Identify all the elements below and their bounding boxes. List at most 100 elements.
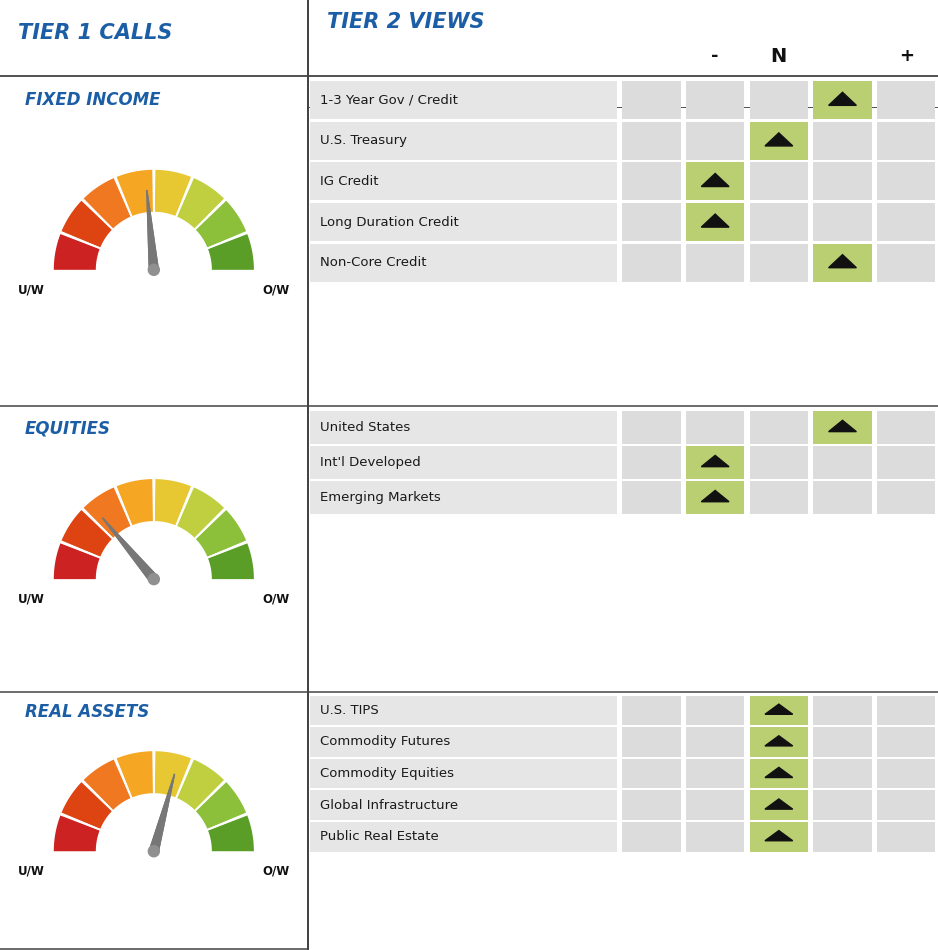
Bar bbox=[310, 759, 617, 788]
Bar bbox=[686, 410, 745, 444]
Bar bbox=[686, 243, 745, 281]
Polygon shape bbox=[177, 760, 224, 810]
Text: U/W: U/W bbox=[19, 864, 45, 878]
Bar bbox=[749, 203, 809, 241]
Bar bbox=[813, 122, 871, 160]
Text: Emerging Markets: Emerging Markets bbox=[320, 491, 441, 504]
Bar bbox=[310, 727, 617, 757]
Polygon shape bbox=[765, 799, 793, 809]
Polygon shape bbox=[102, 518, 158, 582]
Polygon shape bbox=[702, 174, 729, 186]
Polygon shape bbox=[155, 751, 191, 797]
Text: TIER 1 CALLS: TIER 1 CALLS bbox=[19, 23, 173, 43]
Polygon shape bbox=[702, 490, 729, 502]
Polygon shape bbox=[765, 768, 793, 777]
Bar bbox=[813, 82, 871, 120]
Circle shape bbox=[148, 846, 159, 857]
Bar bbox=[686, 822, 745, 851]
Bar bbox=[686, 162, 745, 200]
Polygon shape bbox=[702, 214, 729, 227]
Polygon shape bbox=[196, 510, 246, 557]
Bar bbox=[310, 695, 617, 725]
Circle shape bbox=[148, 264, 159, 276]
Bar bbox=[877, 446, 935, 479]
Text: N: N bbox=[771, 47, 787, 66]
Bar bbox=[686, 759, 745, 788]
Bar bbox=[813, 410, 871, 444]
Bar bbox=[877, 410, 935, 444]
Bar bbox=[686, 82, 745, 120]
Bar bbox=[622, 759, 681, 788]
Text: Commodity Equities: Commodity Equities bbox=[320, 767, 454, 780]
Bar bbox=[813, 243, 871, 281]
Bar bbox=[813, 759, 871, 788]
Bar bbox=[877, 759, 935, 788]
Bar bbox=[622, 481, 681, 514]
Polygon shape bbox=[196, 782, 246, 828]
Bar bbox=[310, 410, 617, 444]
Bar bbox=[877, 122, 935, 160]
Text: U/W: U/W bbox=[19, 283, 45, 296]
Polygon shape bbox=[828, 92, 856, 105]
Bar bbox=[622, 822, 681, 851]
Polygon shape bbox=[147, 190, 159, 270]
Bar bbox=[877, 162, 935, 200]
Bar bbox=[310, 243, 617, 281]
Bar bbox=[622, 790, 681, 820]
Bar bbox=[749, 695, 809, 725]
Bar bbox=[686, 695, 745, 725]
Bar bbox=[686, 446, 745, 479]
Text: -: - bbox=[711, 48, 719, 66]
Bar bbox=[686, 203, 745, 241]
Text: Public Real Estate: Public Real Estate bbox=[320, 830, 439, 844]
Polygon shape bbox=[53, 234, 99, 270]
Bar bbox=[310, 790, 617, 820]
Bar bbox=[622, 162, 681, 200]
Polygon shape bbox=[102, 518, 158, 582]
Polygon shape bbox=[83, 760, 130, 810]
Polygon shape bbox=[116, 170, 153, 216]
Bar bbox=[310, 822, 617, 851]
Text: U.S. TIPS: U.S. TIPS bbox=[320, 704, 379, 717]
Text: REAL ASSETS: REAL ASSETS bbox=[24, 703, 149, 721]
Bar bbox=[749, 162, 809, 200]
Bar bbox=[749, 446, 809, 479]
Polygon shape bbox=[149, 774, 174, 852]
Polygon shape bbox=[828, 420, 856, 431]
Bar bbox=[749, 410, 809, 444]
Polygon shape bbox=[765, 735, 793, 746]
Bar bbox=[877, 695, 935, 725]
Bar bbox=[813, 203, 871, 241]
Bar bbox=[813, 695, 871, 725]
Text: Commodity Futures: Commodity Futures bbox=[320, 735, 450, 749]
Polygon shape bbox=[765, 133, 793, 146]
Polygon shape bbox=[208, 234, 254, 270]
Bar bbox=[813, 790, 871, 820]
Polygon shape bbox=[149, 774, 174, 852]
Bar bbox=[622, 695, 681, 725]
Polygon shape bbox=[62, 782, 112, 828]
Bar bbox=[310, 481, 617, 514]
Bar bbox=[310, 162, 617, 200]
Bar bbox=[749, 727, 809, 757]
Polygon shape bbox=[155, 170, 191, 216]
Bar bbox=[622, 82, 681, 120]
Bar bbox=[749, 481, 809, 514]
Text: +: + bbox=[899, 48, 914, 66]
Bar bbox=[877, 243, 935, 281]
Bar bbox=[686, 481, 745, 514]
Polygon shape bbox=[196, 200, 246, 247]
Polygon shape bbox=[177, 179, 224, 228]
Polygon shape bbox=[765, 704, 793, 714]
Bar bbox=[749, 82, 809, 120]
Polygon shape bbox=[83, 487, 130, 538]
Polygon shape bbox=[177, 487, 224, 538]
Bar bbox=[622, 122, 681, 160]
Bar bbox=[877, 822, 935, 851]
Polygon shape bbox=[83, 179, 130, 228]
Text: Non-Core Credit: Non-Core Credit bbox=[320, 256, 427, 269]
Bar bbox=[749, 822, 809, 851]
Polygon shape bbox=[147, 190, 159, 270]
Polygon shape bbox=[62, 510, 112, 557]
Text: O/W: O/W bbox=[263, 864, 290, 878]
